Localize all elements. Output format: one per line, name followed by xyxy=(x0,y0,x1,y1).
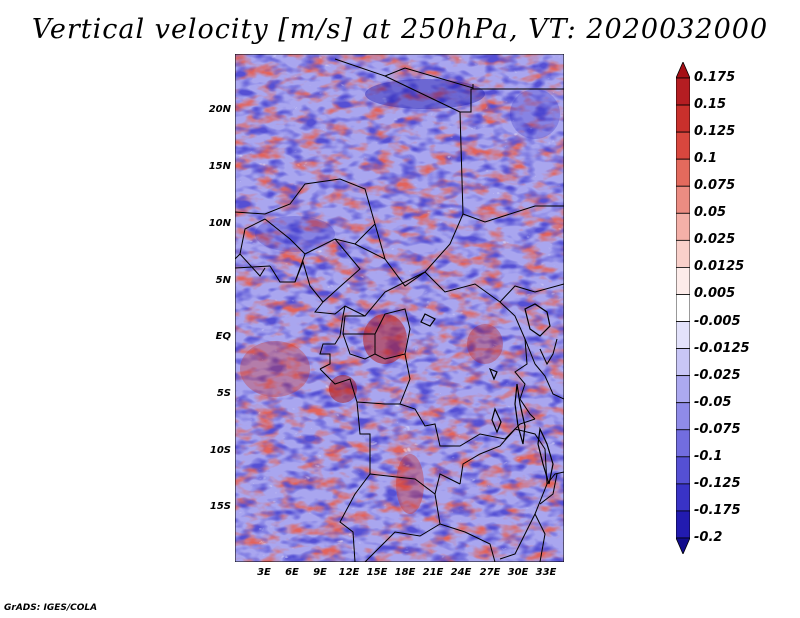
colorbar-label: -0.2 xyxy=(694,530,723,545)
colorbar-label: -0.1 xyxy=(694,448,723,464)
colorbar-label: -0.05 xyxy=(694,394,732,410)
lon-label-21e: 21E xyxy=(422,567,444,578)
colorbar-swatch xyxy=(676,348,690,377)
lake-outlines xyxy=(420,303,554,485)
colorbar-label: -0.075 xyxy=(694,421,741,437)
colorbar-label: 0.025 xyxy=(694,232,736,248)
colorbar-label: 0.075 xyxy=(694,178,736,194)
colorbar-swatch xyxy=(676,483,690,512)
colorbar-label: -0.125 xyxy=(694,475,741,491)
lon-label-15e: 15E xyxy=(366,567,388,578)
strong-updraft-cluster xyxy=(240,341,310,397)
colorbar-swatch xyxy=(676,185,690,214)
strong-updraft-cluster xyxy=(329,375,357,403)
colorbar-label: 0.0125 xyxy=(694,259,745,275)
colorbar-label: -0.025 xyxy=(694,367,741,383)
colorbar-swatch xyxy=(676,456,690,485)
lat-label-15n: 15N xyxy=(208,161,231,172)
lon-label-33e: 33E xyxy=(535,567,557,578)
strong-updraft-cluster xyxy=(467,324,503,364)
lat-label-15s: 15S xyxy=(209,501,231,512)
lon-label-27e: 27E xyxy=(479,567,501,578)
colorbar xyxy=(676,62,690,554)
colorbar-label: 0.15 xyxy=(694,97,727,113)
lon-label-30e: 30E xyxy=(507,567,529,578)
colorbar-swatch xyxy=(676,239,690,268)
lat-label-5n: 5N xyxy=(215,275,231,286)
footer-credit: GrADS: IGES/COLA xyxy=(4,603,98,613)
colorbar-swatch xyxy=(676,104,690,133)
colorbar-swatch xyxy=(676,267,690,295)
colorbar-swatch xyxy=(676,294,690,322)
colorbar-swatch xyxy=(676,212,690,241)
strong-downdraft-cluster xyxy=(510,89,560,139)
colorbar-swatch xyxy=(676,62,690,79)
lat-label-10n: 10N xyxy=(208,218,231,229)
lat-label-10s: 10S xyxy=(209,445,231,456)
lat-label-20n: 20N xyxy=(208,104,231,115)
colorbar-swatch xyxy=(676,429,690,458)
colorbar-label: -0.0125 xyxy=(694,340,750,356)
strong-updraft-cluster xyxy=(363,314,407,364)
strong-downdraft-cluster xyxy=(365,79,485,109)
strong-updraft-cluster xyxy=(396,454,424,514)
colorbar-swatch xyxy=(676,77,690,106)
lon-label-6e: 6E xyxy=(285,567,299,578)
colorbar-swatch xyxy=(676,402,690,431)
country-borders xyxy=(235,54,564,562)
colorbar-label: -0.005 xyxy=(694,313,741,329)
colorbar-label: -0.175 xyxy=(694,502,741,518)
colorbar-label: 0.05 xyxy=(694,205,727,221)
lon-label-9e: 9E xyxy=(313,567,327,578)
colorbar-label: 0.1 xyxy=(694,151,718,167)
lon-label-3e: 3E xyxy=(257,567,271,578)
colorbar-swatch xyxy=(676,537,690,554)
lon-label-24e: 24E xyxy=(450,567,472,578)
colorbar-swatch xyxy=(676,158,690,187)
colorbar-swatch xyxy=(676,510,690,539)
lon-label-12e: 12E xyxy=(338,567,360,578)
colorbar-swatch xyxy=(676,131,690,160)
lon-label-18e: 18E xyxy=(394,567,416,578)
vertical-velocity-map xyxy=(235,54,564,562)
colorbar-label: 0.175 xyxy=(694,70,736,85)
lat-label-5s: 5S xyxy=(216,388,231,399)
chart-title: Vertical velocity [m/s] at 250hPa, VT: 2… xyxy=(31,14,769,45)
colorbar-label: 0.005 xyxy=(694,286,736,302)
strong-downdraft-cluster xyxy=(255,216,335,252)
lat-label-eq: EQ xyxy=(215,331,231,342)
colorbar-swatch xyxy=(676,375,690,404)
colorbar-label: 0.125 xyxy=(694,124,736,140)
colorbar-swatch xyxy=(676,321,690,349)
